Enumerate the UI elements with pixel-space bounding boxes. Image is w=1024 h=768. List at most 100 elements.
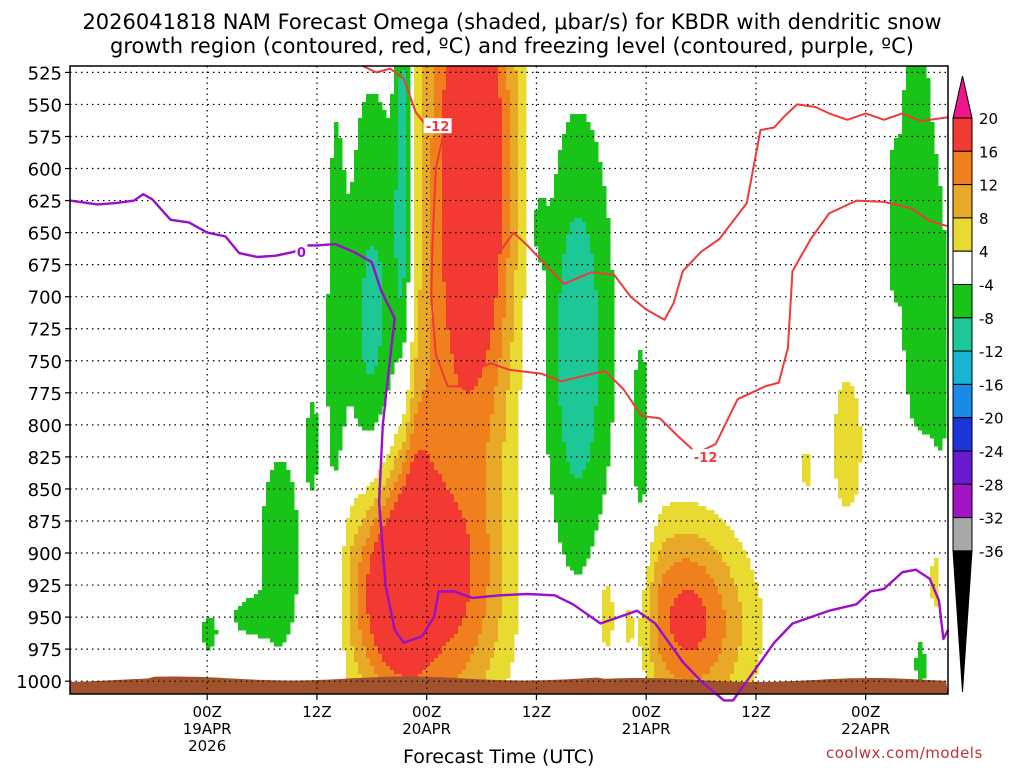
omega-cell <box>370 670 375 675</box>
omega-cell <box>346 270 351 275</box>
omega-cell <box>402 614 407 619</box>
omega-cell <box>366 490 371 495</box>
omega-cell <box>334 266 339 271</box>
omega-cell <box>462 98 467 103</box>
omega-cell <box>406 486 411 491</box>
omega-cell <box>282 466 287 471</box>
omega-cell <box>450 526 455 531</box>
omega-cell <box>426 74 431 79</box>
omega-cell <box>394 130 399 135</box>
omega-cell <box>414 246 419 251</box>
omega-cell <box>442 538 447 543</box>
omega-cell <box>438 250 443 255</box>
omega-cell <box>438 254 443 259</box>
omega-cell <box>462 462 467 467</box>
omega-cell <box>442 114 447 119</box>
omega-cell <box>350 242 355 247</box>
omega-cell <box>370 422 375 427</box>
omega-cell <box>382 150 387 155</box>
omega-cell <box>366 278 371 283</box>
omega-cell <box>382 270 387 275</box>
omega-cell <box>446 418 451 423</box>
omega-cell <box>442 602 447 607</box>
omega-cell <box>378 166 383 171</box>
omega-cell <box>338 302 343 307</box>
omega-cell <box>450 170 455 175</box>
omega-cell <box>370 142 375 147</box>
omega-cell <box>366 554 371 559</box>
omega-cell <box>454 370 459 375</box>
omega-cell <box>418 402 423 407</box>
omega-cell <box>358 262 363 267</box>
omega-cell <box>418 422 423 427</box>
omega-cell <box>362 214 367 219</box>
omega-cell <box>334 174 339 179</box>
omega-cell <box>382 626 387 631</box>
omega-cell <box>354 578 359 583</box>
omega-cell <box>458 238 463 243</box>
omega-cell <box>442 498 447 503</box>
omega-cell <box>418 506 423 511</box>
omega-cell <box>350 246 355 251</box>
omega-cell <box>266 598 271 603</box>
omega-cell <box>354 634 359 639</box>
omega-cell <box>422 446 427 451</box>
omega-cell <box>458 458 463 463</box>
omega-cell <box>446 86 451 91</box>
omega-cell <box>358 550 363 555</box>
omega-cell <box>374 662 379 667</box>
omega-cell <box>342 570 347 575</box>
omega-cell <box>338 246 343 251</box>
omega-cell <box>462 518 467 523</box>
omega-cell <box>462 582 467 587</box>
omega-cell <box>426 350 431 355</box>
omega-cell <box>446 438 451 443</box>
omega-cell <box>366 558 371 563</box>
omega-cell <box>410 378 415 383</box>
omega-cell <box>370 618 375 623</box>
omega-cell <box>382 234 387 239</box>
omega-cell <box>370 622 375 627</box>
omega-cell <box>258 598 263 603</box>
omega-cell <box>382 646 387 651</box>
omega-cell <box>346 342 351 347</box>
omega-cell <box>414 614 419 619</box>
omega-cell <box>422 266 427 271</box>
omega-cell <box>362 218 367 223</box>
omega-cell <box>346 358 351 363</box>
omega-cell <box>454 146 459 151</box>
omega-cell <box>446 378 451 383</box>
omega-cell <box>362 162 367 167</box>
omega-cell <box>418 638 423 643</box>
omega-cell <box>414 630 419 635</box>
omega-cell <box>462 398 467 403</box>
omega-cell <box>414 602 419 607</box>
omega-cell <box>418 234 423 239</box>
omega-cell <box>358 590 363 595</box>
omega-cell <box>262 630 267 635</box>
omega-cell <box>462 330 467 335</box>
omega-cell <box>394 174 399 179</box>
omega-cell <box>350 270 355 275</box>
omega-cell <box>314 450 319 455</box>
omega-cell <box>438 426 443 431</box>
omega-cell <box>422 102 427 107</box>
omega-cell <box>422 590 427 595</box>
omega-cell <box>422 350 427 355</box>
omega-cell <box>390 362 395 367</box>
omega-cell <box>450 634 455 639</box>
omega-cell <box>326 366 331 371</box>
omega-cell <box>366 582 371 587</box>
omega-cell <box>394 334 399 339</box>
omega-cell <box>430 142 435 147</box>
omega-cell <box>346 402 351 407</box>
omega-cell <box>422 214 427 219</box>
omega-cell <box>370 286 375 291</box>
omega-cell <box>402 566 407 571</box>
omega-cell <box>450 522 455 527</box>
omega-cell <box>462 342 467 347</box>
omega-cell <box>446 474 451 479</box>
omega-cell <box>378 314 383 319</box>
omega-cell <box>366 306 371 311</box>
omega-cell <box>450 366 455 371</box>
